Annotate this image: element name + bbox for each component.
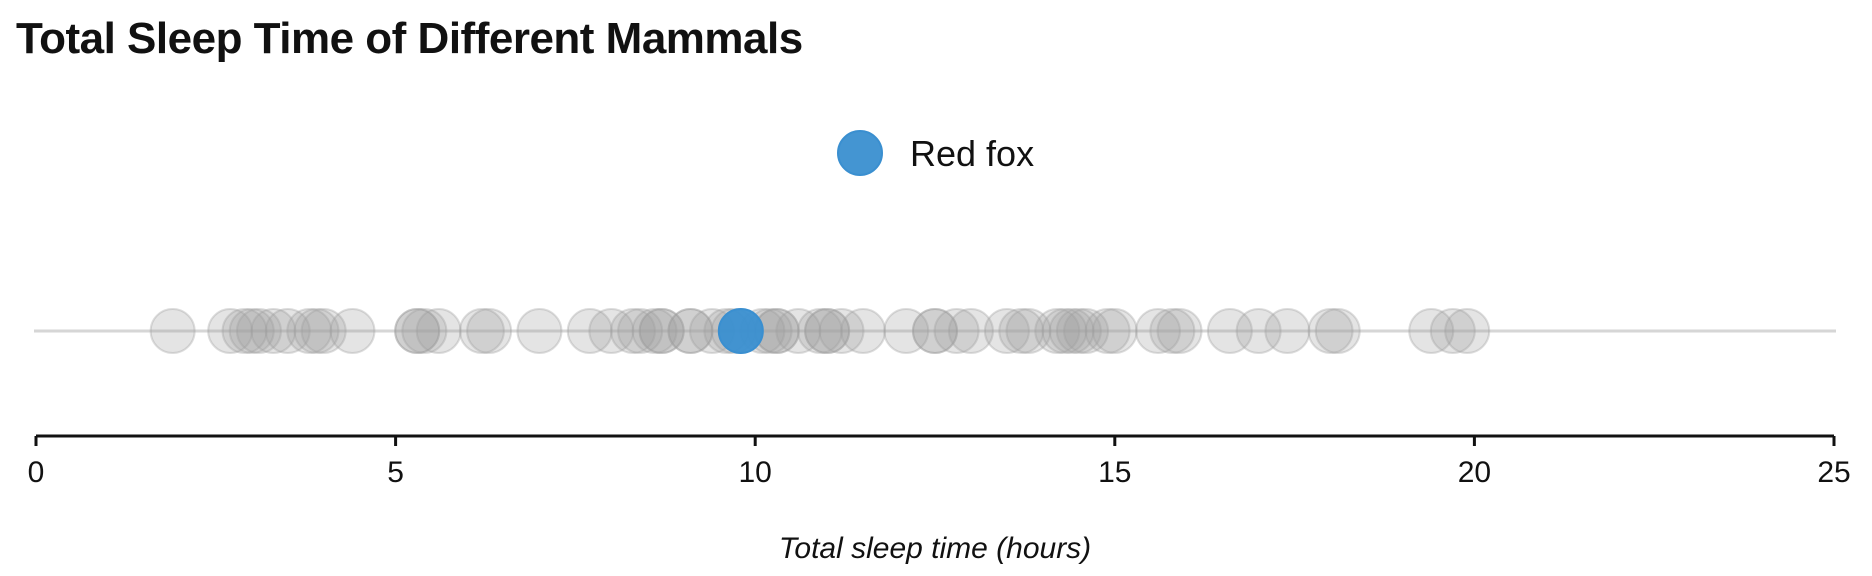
data-point xyxy=(1005,308,1052,354)
data-point xyxy=(818,308,865,354)
data-point xyxy=(1444,308,1491,354)
data-point xyxy=(458,308,505,354)
x-tick-label: 5 xyxy=(387,456,404,489)
data-point xyxy=(264,308,311,354)
data-point xyxy=(1149,308,1196,354)
data-point xyxy=(617,308,664,354)
legend-swatch-red-fox xyxy=(837,130,883,176)
data-point xyxy=(329,308,376,354)
data-point xyxy=(1055,308,1102,354)
x-tick-label: 15 xyxy=(1098,456,1131,489)
data-point xyxy=(1264,308,1311,354)
x-axis-title: Total sleep time (hours) xyxy=(779,532,1091,565)
data-point xyxy=(796,308,843,354)
legend: Red fox xyxy=(837,130,1034,176)
x-tick-label: 20 xyxy=(1458,456,1491,489)
data-point xyxy=(638,308,685,354)
x-tick-label: 25 xyxy=(1817,456,1850,489)
data-point xyxy=(1091,308,1138,354)
data-point xyxy=(1041,308,1088,354)
data-point xyxy=(1156,308,1203,354)
data-point xyxy=(667,308,714,354)
x-axis: 0 5 10 15 20 25 xyxy=(28,434,1851,489)
data-point xyxy=(1063,308,1110,354)
data-point xyxy=(1408,308,1455,354)
chart-title: Total Sleep Time of Different Mammals xyxy=(16,14,803,63)
data-point xyxy=(947,308,994,354)
data-point xyxy=(804,308,851,354)
data-point xyxy=(638,308,685,354)
data-point xyxy=(1429,308,1476,354)
data-point xyxy=(394,308,441,354)
data-point xyxy=(300,308,347,354)
data-point xyxy=(466,308,513,354)
data-point xyxy=(883,308,930,354)
data-points xyxy=(149,308,1491,354)
data-point xyxy=(804,308,851,354)
data-point xyxy=(912,308,958,354)
data-point xyxy=(840,308,887,354)
data-point xyxy=(667,308,714,354)
data-point xyxy=(631,308,678,354)
data-point xyxy=(1048,308,1095,354)
highlight-point-red-fox xyxy=(717,308,764,354)
data-point xyxy=(516,308,563,354)
data-point xyxy=(286,308,333,354)
data-point xyxy=(401,308,448,354)
data-point xyxy=(998,308,1045,354)
data-point xyxy=(1314,308,1361,354)
data-point xyxy=(207,308,254,354)
data-point xyxy=(228,308,275,354)
data-point xyxy=(588,308,635,354)
data-point xyxy=(149,308,196,354)
data-point xyxy=(983,308,1030,354)
data-point xyxy=(394,308,441,354)
data-point xyxy=(609,308,656,354)
x-tick-label: 0 xyxy=(28,456,45,489)
data-point xyxy=(415,308,462,354)
data-point xyxy=(1084,308,1131,354)
data-point xyxy=(1307,308,1354,354)
data-point xyxy=(1034,308,1081,354)
data-point xyxy=(293,308,340,354)
data-point xyxy=(1235,308,1282,354)
data-point xyxy=(912,308,958,354)
data-point xyxy=(250,308,297,354)
data-point xyxy=(221,308,268,354)
data-point xyxy=(1206,308,1253,354)
data-point xyxy=(775,308,822,354)
data-point xyxy=(933,308,980,354)
x-tick-label: 10 xyxy=(739,456,772,489)
data-point xyxy=(1134,308,1181,354)
data-point xyxy=(235,308,282,354)
legend-label-red-fox: Red fox xyxy=(910,133,1034,174)
data-point xyxy=(566,308,613,354)
